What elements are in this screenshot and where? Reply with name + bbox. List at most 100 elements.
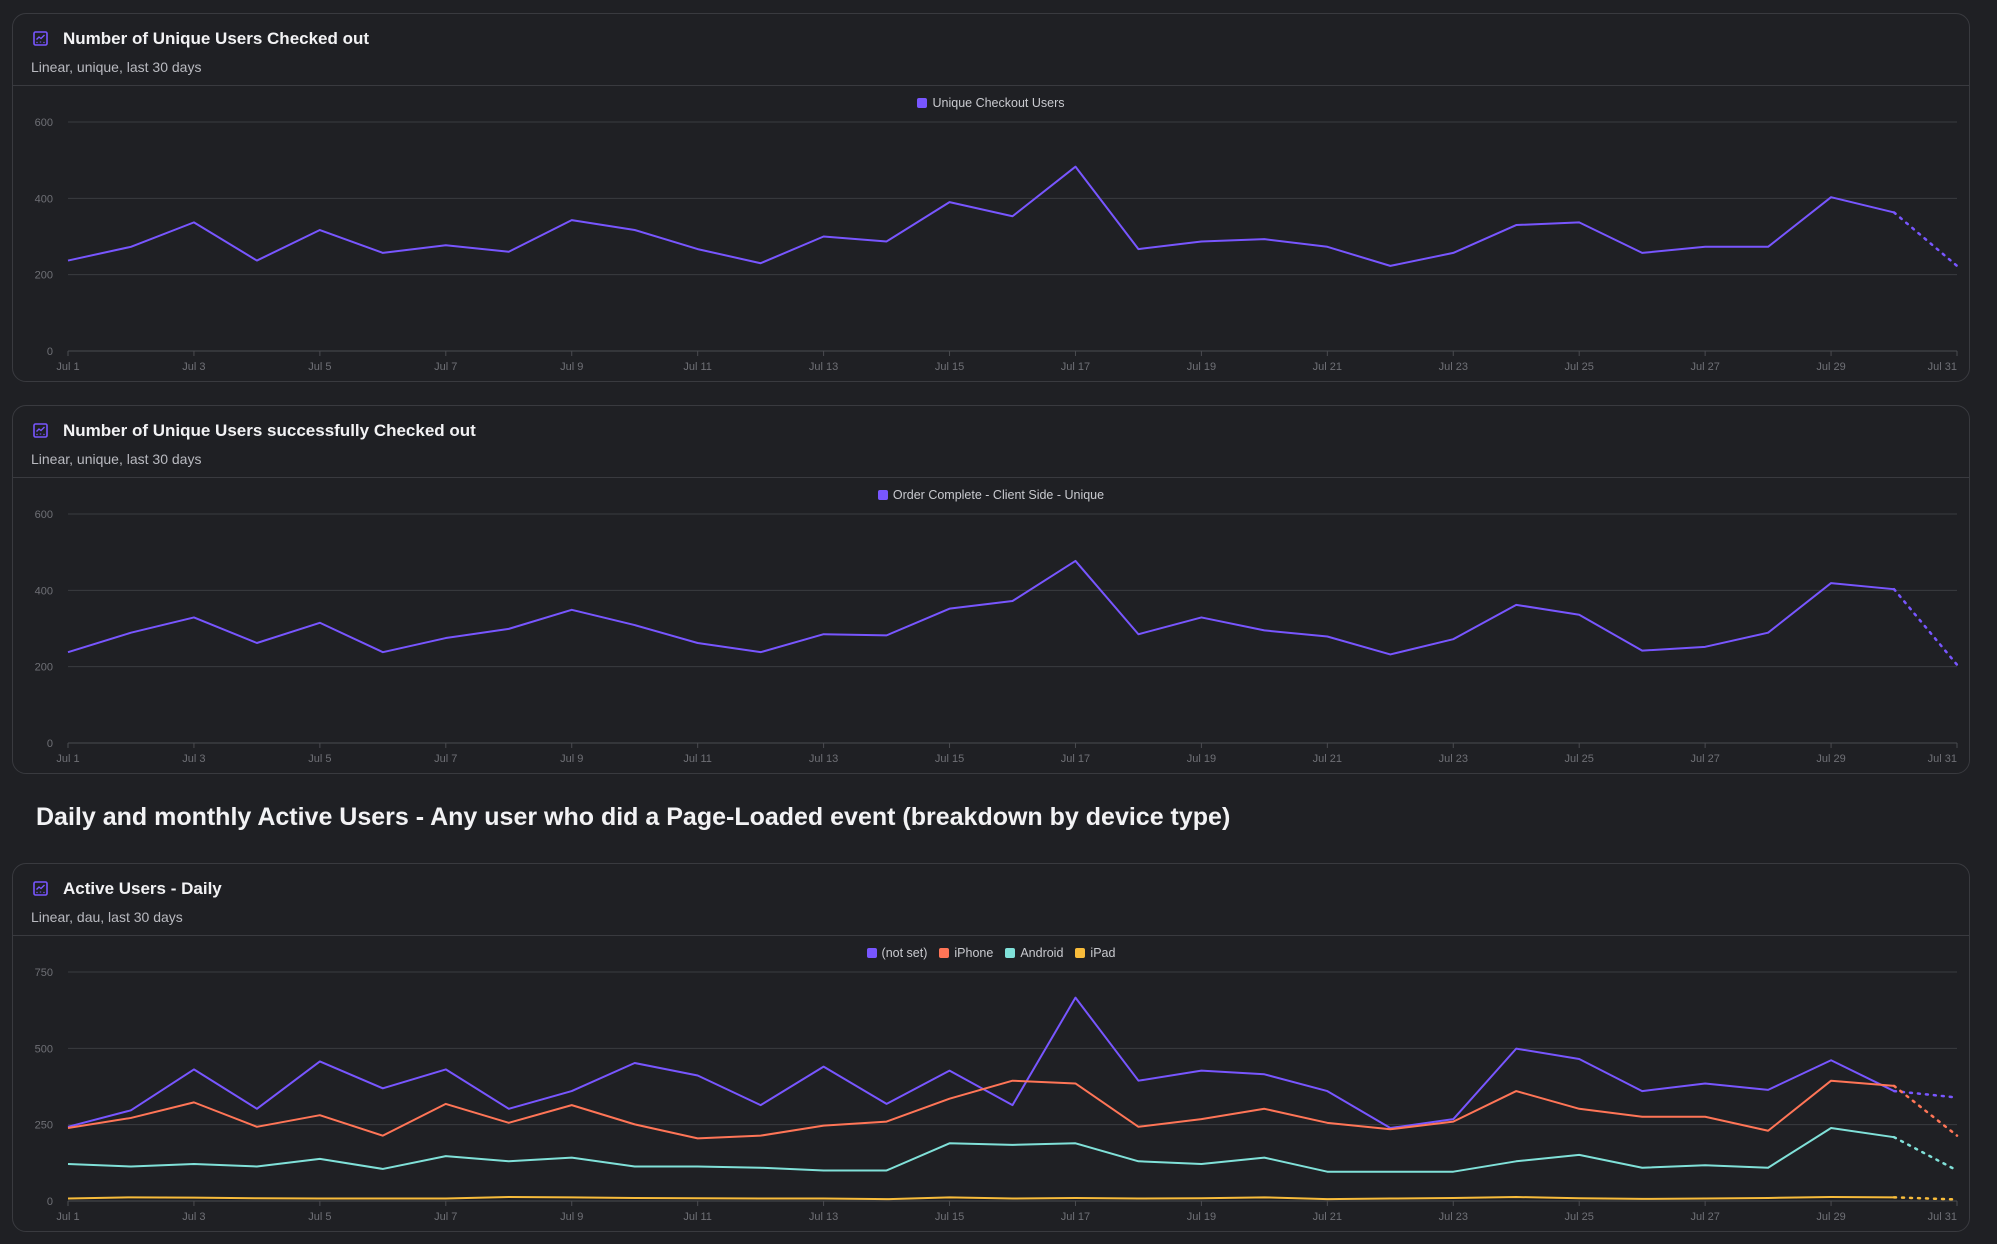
y-tick-label: 750 bbox=[35, 967, 53, 979]
x-tick-label: Jul 29 bbox=[1816, 361, 1845, 373]
x-tick-label: Jul 21 bbox=[1313, 361, 1342, 373]
series-incomplete-segment bbox=[1892, 1196, 1959, 1201]
y-tick-label: 600 bbox=[35, 509, 53, 521]
y-tick-label: 500 bbox=[35, 1043, 53, 1055]
x-tick-label: Jul 9 bbox=[560, 753, 583, 765]
legend-swatch bbox=[866, 948, 877, 958]
x-tick-label: Jul 15 bbox=[935, 753, 964, 765]
chart-card-unique-checkout: 0 200 400 600 Jul 1 Jul 3 Jul 5 Jul 7 Jul 9 Jul 1… bbox=[12, 13, 1970, 382]
x-tick-label: Jul 19 bbox=[1187, 1211, 1216, 1223]
x-tick-label: Jul 5 bbox=[308, 361, 331, 373]
x-tick-label: Jul 13 bbox=[809, 361, 838, 373]
x-tick-label: Jul 1 bbox=[56, 361, 79, 373]
x-tick-label: Jul 7 bbox=[434, 361, 457, 373]
chart-card-active-users-daily: 0 250 500 750 Jul 1 Jul 3 Jul 5 Jul 7 Jul 9 Jul 1… bbox=[12, 863, 1970, 1232]
line-chart-icon[interactable] bbox=[33, 423, 48, 438]
line-chart: 0 250 500 750 Jul 1 Jul 3 Jul 5 Jul 7 Jul 9 Jul 1… bbox=[35, 967, 1959, 1223]
series-line[interactable] bbox=[67, 559, 1895, 656]
legend-item[interactable]: iPad bbox=[1075, 946, 1115, 960]
card-header: Number of Unique Users Checked out Linea… bbox=[13, 14, 1969, 86]
line-chart: 0 200 400 600 Jul 1 Jul 3 Jul 5 Jul 7 Jul 9 Jul 1… bbox=[35, 509, 1959, 765]
x-tick-label: Jul 17 bbox=[1061, 753, 1090, 765]
legend-item[interactable]: Android bbox=[1005, 946, 1063, 960]
x-tick-label: Jul 9 bbox=[560, 1211, 583, 1223]
x-tick-label: Jul 3 bbox=[182, 361, 205, 373]
x-tick-label: Jul 23 bbox=[1439, 1211, 1468, 1223]
x-tick-label: Jul 27 bbox=[1690, 753, 1719, 765]
legend-item[interactable]: iPhone bbox=[939, 946, 993, 960]
x-tick-label: Jul 31 bbox=[1928, 1211, 1957, 1223]
legend-swatch bbox=[1005, 948, 1016, 958]
x-tick-label: Jul 19 bbox=[1187, 361, 1216, 373]
series-line[interactable] bbox=[67, 1196, 1895, 1201]
y-tick-label: 0 bbox=[47, 346, 53, 358]
x-tick-label: Jul 27 bbox=[1690, 361, 1719, 373]
series-incomplete-segment bbox=[1892, 211, 1959, 268]
series-line[interactable] bbox=[67, 1127, 1895, 1173]
x-tick-label: Jul 25 bbox=[1565, 361, 1594, 373]
x-tick-label: Jul 21 bbox=[1313, 753, 1342, 765]
x-tick-label: Jul 31 bbox=[1928, 753, 1957, 765]
x-tick-label: Jul 17 bbox=[1061, 361, 1090, 373]
legend-label: Order Complete - Client Side - Unique bbox=[892, 488, 1105, 502]
legend-label: Android bbox=[1020, 946, 1064, 960]
series-line[interactable] bbox=[67, 996, 1895, 1130]
legend-item[interactable]: Unique Checkout Users bbox=[917, 96, 1065, 110]
x-tick-label: Jul 1 bbox=[56, 753, 79, 765]
x-tick-label: Jul 17 bbox=[1061, 1211, 1090, 1223]
x-tick-label: Jul 11 bbox=[683, 361, 712, 373]
y-tick-label: 400 bbox=[35, 585, 53, 597]
series-line[interactable] bbox=[67, 1079, 1895, 1140]
x-tick-label: Jul 13 bbox=[809, 1211, 838, 1223]
legend-item[interactable]: (not set) bbox=[866, 946, 928, 960]
x-tick-label: Jul 23 bbox=[1439, 361, 1468, 373]
legend-label: iPad bbox=[1090, 946, 1116, 960]
x-tick-label: Jul 29 bbox=[1816, 1211, 1845, 1223]
chart-legend: (not set) iPhone Android iPad bbox=[13, 946, 1969, 960]
x-tick-label: Jul 23 bbox=[1439, 753, 1468, 765]
chart-title[interactable]: Number of Unique Users successfully Chec… bbox=[63, 421, 476, 440]
x-tick-label: Jul 11 bbox=[683, 753, 712, 765]
x-tick-label: Jul 21 bbox=[1313, 1211, 1342, 1223]
chart-legend: Order Complete - Client Side - Unique bbox=[13, 488, 1969, 502]
x-tick-label: Jul 7 bbox=[434, 753, 457, 765]
card-header: Number of Unique Users successfully Chec… bbox=[13, 406, 1969, 478]
x-tick-label: Jul 25 bbox=[1565, 753, 1594, 765]
legend-label: Unique Checkout Users bbox=[932, 96, 1065, 110]
legend-swatch bbox=[1075, 948, 1086, 958]
legend-swatch bbox=[939, 948, 950, 958]
x-tick-label: Jul 13 bbox=[809, 753, 838, 765]
x-tick-label: Jul 15 bbox=[935, 361, 964, 373]
x-tick-label: Jul 1 bbox=[56, 1211, 79, 1223]
chart-title[interactable]: Active Users - Daily bbox=[63, 879, 222, 898]
y-tick-label: 600 bbox=[35, 117, 53, 129]
line-chart-icon[interactable] bbox=[33, 31, 48, 46]
x-tick-label: Jul 27 bbox=[1690, 1211, 1719, 1223]
chart-subtitle: Linear, dau, last 30 days bbox=[31, 909, 183, 925]
y-tick-label: 200 bbox=[35, 270, 53, 282]
legend-label: (not set) bbox=[881, 946, 928, 960]
x-tick-label: Jul 25 bbox=[1565, 1211, 1594, 1223]
legend-swatch bbox=[877, 490, 888, 500]
series-line[interactable] bbox=[67, 165, 1895, 267]
legend-label: iPhone bbox=[954, 946, 994, 960]
series-incomplete-segment bbox=[1892, 587, 1959, 667]
section-title: Daily and monthly Active Users - Any use… bbox=[36, 803, 1231, 831]
x-tick-label: Jul 15 bbox=[935, 1211, 964, 1223]
chart-subtitle: Linear, unique, last 30 days bbox=[31, 59, 202, 75]
x-tick-label: Jul 3 bbox=[182, 753, 205, 765]
card-header: Active Users - Daily Linear, dau, last 3… bbox=[13, 864, 1969, 936]
y-tick-label: 0 bbox=[47, 738, 53, 750]
y-tick-label: 250 bbox=[35, 1120, 53, 1132]
series-incomplete-segment bbox=[1892, 1089, 1959, 1099]
x-tick-label: Jul 7 bbox=[434, 1211, 457, 1223]
y-tick-label: 400 bbox=[35, 193, 53, 205]
x-tick-label: Jul 31 bbox=[1928, 361, 1957, 373]
line-chart: 0 200 400 600 Jul 1 Jul 3 Jul 5 Jul 7 Jul 9 Jul 1… bbox=[35, 117, 1959, 373]
line-chart-icon[interactable] bbox=[33, 881, 48, 896]
chart-card-successful-checkout: 0 200 400 600 Jul 1 Jul 3 Jul 5 Jul 7 Jul 9 Jul 1… bbox=[12, 405, 1970, 774]
y-tick-label: 200 bbox=[35, 662, 53, 674]
y-tick-label: 0 bbox=[47, 1196, 53, 1208]
legend-item[interactable]: Order Complete - Client Side - Unique bbox=[877, 488, 1105, 502]
chart-title[interactable]: Number of Unique Users Checked out bbox=[63, 29, 370, 48]
